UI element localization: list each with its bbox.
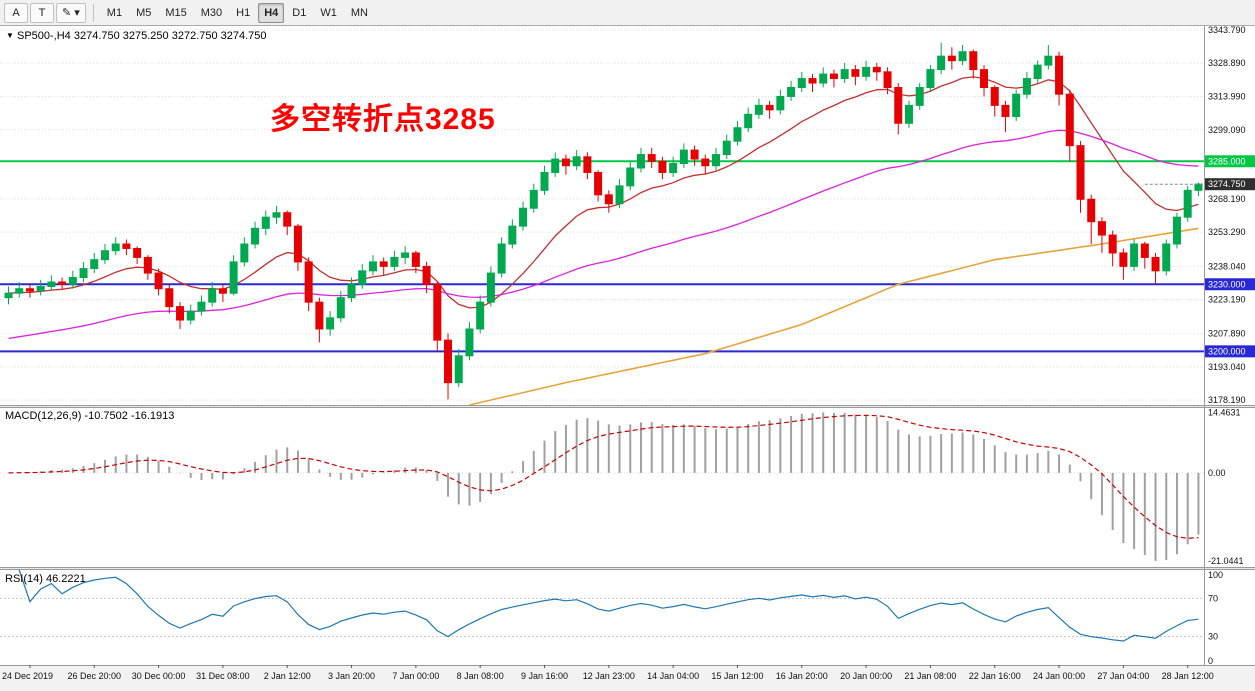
- timeframe-button-m15[interactable]: M15: [165, 6, 187, 19]
- macd-axis: 14.4631 0.00 -21.0441: [1208, 407, 1244, 566]
- svg-text:3230.000: 3230.000: [1208, 279, 1246, 289]
- timeframe-button-mn[interactable]: MN: [350, 6, 368, 19]
- svg-text:3299.090: 3299.090: [1208, 125, 1246, 135]
- slow-ma-line: [469, 227, 1199, 405]
- price-badge-3200.000: [1205, 345, 1255, 358]
- svg-text:-21.0441: -21.0441: [1208, 556, 1244, 566]
- svg-text:3223.190: 3223.190: [1208, 294, 1246, 304]
- svg-text:3274.750: 3274.750: [1208, 179, 1246, 189]
- svg-text:30 Dec 00:00: 30 Dec 00:00: [132, 671, 186, 681]
- candles: [4, 42, 1203, 400]
- svg-text:26 Dec 20:00: 26 Dec 20:00: [67, 671, 121, 681]
- timeframe-button-m1[interactable]: M1: [106, 6, 123, 19]
- svg-text:7 Jan 00:00: 7 Jan 00:00: [392, 671, 439, 681]
- tool-button-draw[interactable]: ✎ ▾: [56, 2, 86, 23]
- rsi-panel-content: [0, 569, 1204, 642]
- horizontal-level-lines[interactable]: [0, 160, 1204, 353]
- svg-text:3328.890: 3328.890: [1208, 58, 1246, 68]
- svg-text:3238.040: 3238.040: [1208, 261, 1246, 271]
- svg-text:16 Jan 20:00: 16 Jan 20:00: [776, 671, 828, 681]
- svg-text:3268.190: 3268.190: [1208, 194, 1246, 204]
- svg-text:14.4631: 14.4631: [1208, 407, 1241, 417]
- time-axis-strip[interactable]: [0, 665, 1255, 691]
- timeframe-button-d1[interactable]: D1: [292, 6, 307, 19]
- svg-text:3207.890: 3207.890: [1208, 329, 1246, 339]
- svg-text:70: 70: [1208, 594, 1218, 604]
- svg-text:30: 30: [1208, 632, 1218, 642]
- svg-text:3313.990: 3313.990: [1208, 91, 1246, 101]
- toolbar: A T ✎ ▾ M1 M5 M15 M30 H1 H4 D1 W1 MN: [0, 0, 1255, 26]
- rsi-axis: 100 70 30 0: [1208, 570, 1223, 666]
- timeframe-button-h4[interactable]: H4: [258, 2, 285, 23]
- svg-text:3 Jan 20:00: 3 Jan 20:00: [328, 671, 375, 681]
- symbol-dropdown-icon[interactable]: ▼: [6, 31, 14, 40]
- svg-text:3253.290: 3253.290: [1208, 227, 1246, 237]
- svg-text:27 Jan 04:00: 27 Jan 04:00: [1097, 671, 1149, 681]
- ma-line-13: [8, 76, 1199, 309]
- timeframe-button-w1[interactable]: W1: [320, 6, 337, 19]
- chart-background: [0, 26, 1255, 691]
- svg-text:8 Jan 08:00: 8 Jan 08:00: [457, 671, 504, 681]
- svg-text:3343.790: 3343.790: [1208, 26, 1246, 35]
- svg-text:3200.000: 3200.000: [1208, 346, 1246, 356]
- svg-text:3285.000: 3285.000: [1208, 156, 1246, 166]
- svg-text:31 Dec 08:00: 31 Dec 08:00: [196, 671, 250, 681]
- svg-text:12 Jan 23:00: 12 Jan 23:00: [583, 671, 635, 681]
- svg-text:3193.040: 3193.040: [1208, 362, 1246, 372]
- macd-signal-line: [8, 414, 1199, 539]
- svg-text:15 Jan 12:00: 15 Jan 12:00: [711, 671, 763, 681]
- svg-text:100: 100: [1208, 570, 1223, 580]
- macd-indicator-label: MACD(12,26,9) -10.7502 -16.1913: [5, 410, 175, 422]
- toolbar-separator: [92, 3, 94, 22]
- moving-average-lines: [8, 76, 1199, 405]
- timeframe-button-m5[interactable]: M5: [136, 6, 152, 19]
- svg-text:21 Jan 08:00: 21 Jan 08:00: [904, 671, 956, 681]
- tool-button-text[interactable]: T: [30, 2, 54, 23]
- svg-text:0: 0: [1208, 656, 1213, 666]
- svg-text:3178.190: 3178.190: [1208, 395, 1246, 405]
- timeframe-button-m30[interactable]: M30: [200, 6, 223, 19]
- time-axis-labels: 24 Dec 2019 26 Dec 20:00 30 Dec 00:00 31 De…: [2, 665, 1214, 681]
- panel-splitter[interactable]: [0, 405, 1255, 408]
- rsi-indicator-label: RSI(14) 46.2221: [5, 573, 86, 585]
- chart-annotation: 多空转折点3285: [270, 103, 496, 136]
- timeframe-button-h1[interactable]: H1: [236, 6, 251, 19]
- macd-panel-content: [0, 412, 1204, 561]
- svg-text:9 Jan 16:00: 9 Jan 16:00: [521, 671, 568, 681]
- svg-text:28 Jan 12:00: 28 Jan 12:00: [1162, 671, 1214, 681]
- svg-text:22 Jan 16:00: 22 Jan 16:00: [969, 671, 1021, 681]
- symbol-ohlc-label: ▼ SP500-,H4 3274.750 3275.250 3272.750 3…: [6, 30, 267, 42]
- symbol-ohlc-text: SP500-,H4 3274.750 3275.250 3272.750 327…: [16, 30, 267, 42]
- svg-text:0.00: 0.00: [1208, 468, 1226, 478]
- current-price-badge: [1205, 178, 1255, 191]
- svg-text:20 Jan 00:00: 20 Jan 00:00: [840, 671, 892, 681]
- price-badge-3285.000: [1205, 155, 1255, 168]
- chart-area: 3343.790 3328.890 3313.990 3299.090 3268.190…: [0, 26, 1255, 691]
- price-axis: 3343.790 3328.890 3313.990 3299.090 3268.190…: [1205, 26, 1255, 405]
- ma-line-55: [8, 129, 1199, 340]
- tool-button-cursor[interactable]: A: [4, 2, 28, 23]
- rsi-line: [18, 569, 1199, 642]
- svg-text:24 Jan 00:00: 24 Jan 00:00: [1033, 671, 1085, 681]
- chart-canvas[interactable]: 3343.790 3328.890 3313.990 3299.090 3268.190…: [0, 26, 1255, 691]
- svg-text:2 Jan 12:00: 2 Jan 12:00: [264, 671, 311, 681]
- price-badge-3230.000: [1205, 278, 1255, 291]
- panel-splitter[interactable]: [0, 567, 1255, 570]
- svg-text:14 Jan 04:00: 14 Jan 04:00: [647, 671, 699, 681]
- svg-text:24 Dec 2019: 24 Dec 2019: [2, 671, 53, 681]
